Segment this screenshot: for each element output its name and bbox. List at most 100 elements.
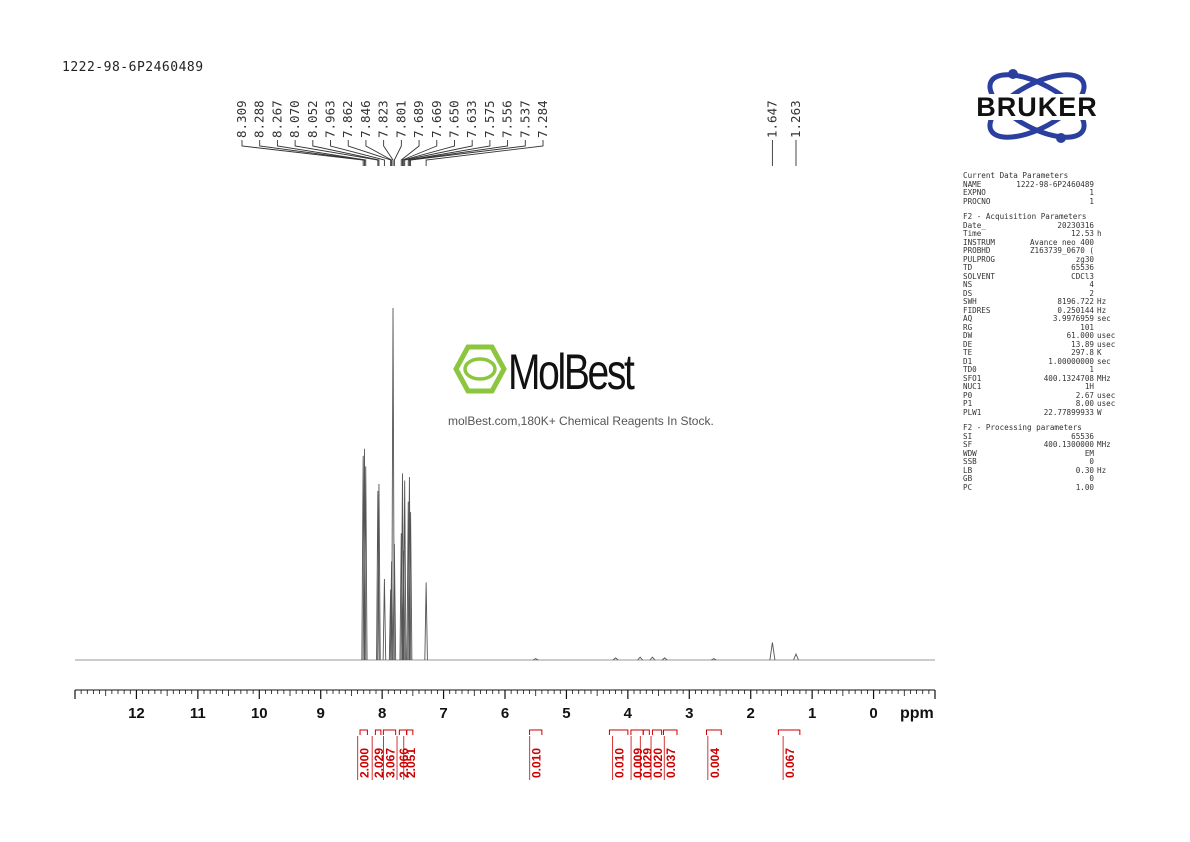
integral-bracket <box>359 729 368 735</box>
integral-bracket <box>406 729 414 735</box>
bruker-logo: BRUKER <box>957 69 1117 143</box>
parameter-key: PULPROG <box>963 254 996 264</box>
parameter-value: EM <box>1084 448 1094 458</box>
parameter-key: DS <box>963 288 973 298</box>
peak-label: 7.862 <box>340 100 355 138</box>
parameter-row: LB 0.30 Hz <box>963 465 1121 476</box>
parameter-row: P0 2.67 usec <box>963 391 1121 401</box>
parameter-value: CDCl3 <box>1071 271 1094 281</box>
parameter-group-title: Current Data Parameters <box>963 171 1069 180</box>
peak-label: 7.823 <box>376 100 391 138</box>
parameter-key: TD <box>963 263 973 272</box>
parameter-key: TE <box>963 348 973 357</box>
spectrum-peak <box>793 652 799 661</box>
watermark-tagline: molBest.com,180K+ Chemical Reagents In S… <box>448 414 714 428</box>
parameter-row: WDW EM <box>963 448 1121 459</box>
spectrum-peak <box>612 657 619 661</box>
parameter-row: GB 0 <box>963 474 1121 484</box>
x-tick-label: 6 <box>501 705 509 722</box>
parameter-unit <box>1094 273 1121 282</box>
parameter-unit: MHz <box>1097 373 1111 383</box>
parameter-value: 8196.722 <box>1057 297 1094 306</box>
peak-label: 7.284 <box>535 100 550 138</box>
parameter-key: NAME <box>963 179 982 189</box>
parameter-unit: usec <box>1097 399 1116 408</box>
parameter-key: EXPNO <box>963 188 986 197</box>
parameter-key: INSTRUM <box>963 237 996 247</box>
x-tick-label: 9 <box>317 705 325 722</box>
parameter-key: RG <box>963 322 973 332</box>
bruker-atom-icon <box>987 69 1087 143</box>
parameter-unit <box>1094 247 1121 256</box>
molbest-hexagon-icon <box>453 344 507 394</box>
parameter-value: 297.8 <box>1071 348 1094 357</box>
parameter-row: AQ 3.9976959 sec <box>963 314 1121 324</box>
x-tick-label: 2 <box>747 705 755 722</box>
parameter-row: FIDRES 0.250144 Hz <box>963 305 1121 316</box>
x-tick-label: 10 <box>251 705 268 722</box>
parameter-row: TD0 1 <box>963 365 1121 375</box>
parameter-unit <box>1094 198 1121 207</box>
integral-value: 0.020 <box>651 748 665 778</box>
parameter-key: PROBHD <box>963 246 991 255</box>
sample-id: 1222-98-6P2460489 <box>62 60 204 75</box>
parameter-value: 2 <box>1089 288 1094 298</box>
parameter-value: 1.00 <box>1075 482 1094 492</box>
x-tick-label: 5 <box>562 705 570 722</box>
x-tick-label: 12 <box>128 705 145 722</box>
parameter-value: 22.77899933 <box>1043 407 1094 417</box>
watermark-text-wrap: MolBest molBest.com,180K+ Chemical Reage… <box>448 343 748 443</box>
integral-bracket <box>705 729 722 735</box>
peak-label-connector <box>259 140 365 166</box>
peak-label-connector <box>402 140 438 166</box>
parameter-value: Avance neo 400 <box>1029 237 1094 247</box>
integral-bracket <box>777 729 801 735</box>
parameter-row: NS 4 <box>963 280 1121 290</box>
parameter-key: PROCNO <box>963 196 991 206</box>
parameter-key: NUC1 <box>963 382 982 391</box>
peak-label: 8.309 <box>234 100 249 138</box>
parameter-value: 61.000 <box>1066 331 1094 340</box>
parameter-row: PLW1 22.77899933 W <box>963 407 1121 418</box>
parameter-unit <box>1094 181 1121 190</box>
parameter-key: LB <box>963 465 973 475</box>
parameter-row: RG 101 <box>963 322 1121 333</box>
parameter-unit <box>1094 475 1121 484</box>
spectrum-peak <box>649 656 656 661</box>
peak-label-connector <box>347 140 392 166</box>
peak-label-connector <box>404 140 473 166</box>
parameter-row: DW 61.000 usec <box>963 331 1121 341</box>
parameter-value: 400.1300000 <box>1043 440 1094 449</box>
parameter-row: DS 2 <box>963 288 1121 299</box>
peak-label: 7.556 <box>500 100 515 138</box>
parameter-row: PROCNO 1 <box>963 196 1121 207</box>
parameter-value: 1H <box>1084 382 1094 391</box>
parameter-unit <box>1094 239 1121 248</box>
peak-label-connector <box>241 140 364 166</box>
parameter-row: PROBHD Z163739_0670 ( <box>963 246 1121 256</box>
parameter-key: Date_ <box>963 220 986 230</box>
x-tick-label: 3 <box>685 705 693 722</box>
parameter-value: 8.00 <box>1075 399 1094 408</box>
parameter-value: 0.250144 <box>1057 305 1094 315</box>
peak-label: 8.052 <box>305 100 320 138</box>
parameter-key: P1 <box>963 399 973 408</box>
spectrum-peak <box>711 658 717 661</box>
peak-label: 8.070 <box>287 100 302 138</box>
peak-label: 7.963 <box>323 100 338 138</box>
peak-label-connector <box>383 140 394 166</box>
parameter-row: SSB 0 <box>963 457 1121 467</box>
parameter-unit <box>1094 450 1121 459</box>
parameter-row: SI 65536 <box>963 432 1121 442</box>
parameter-row: SOLVENT CDCl3 <box>963 271 1121 282</box>
parameter-key: DE <box>963 339 973 349</box>
parameter-group: F2 - Processing parameters SI 65536 SF 400.1… <box>963 423 1121 492</box>
parameter-group-title: F2 - Processing parameters <box>963 423 1082 432</box>
parameter-key: SWH <box>963 297 977 306</box>
parameter-key: D1 <box>963 356 973 366</box>
peak-label: 7.689 <box>411 100 426 138</box>
bruker-logo-text: BRUKER <box>976 92 1098 122</box>
x-tick-label: 7 <box>439 705 447 722</box>
